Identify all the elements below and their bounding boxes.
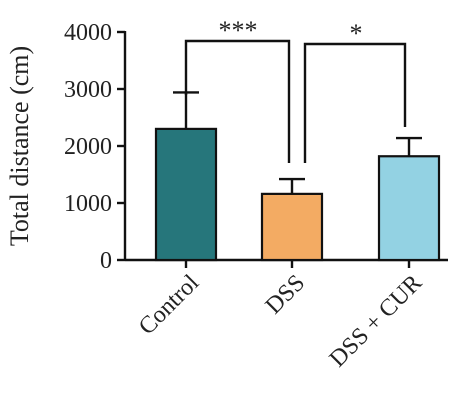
- bar-dss: [260, 192, 324, 262]
- y-tick-label: 1000: [64, 191, 112, 217]
- significance-label: *: [350, 19, 363, 48]
- x-category-label: DSS + CUR: [325, 270, 427, 372]
- y-tick-label: 2000: [64, 134, 112, 160]
- significance-bracket: [184, 39, 291, 163]
- x-axis-labels: Control DSS DSS + CUR: [134, 270, 427, 373]
- y-axis-title: Total distance (cm): [5, 46, 34, 246]
- bars: [154, 127, 441, 262]
- y-tick-label: 3000: [64, 77, 112, 103]
- x-category-label: Control: [134, 270, 204, 340]
- significance-label: ***: [219, 16, 258, 45]
- y-tick-label: 0: [100, 248, 112, 274]
- significance-bracket: [303, 42, 407, 163]
- y-tick-label: 4000: [64, 20, 112, 46]
- bar-dss-cur: [377, 155, 441, 262]
- error-bars: [173, 91, 422, 194]
- significance-brackets: *** *: [184, 16, 407, 163]
- bar-control: [154, 127, 218, 262]
- x-category-label: DSS: [261, 270, 311, 320]
